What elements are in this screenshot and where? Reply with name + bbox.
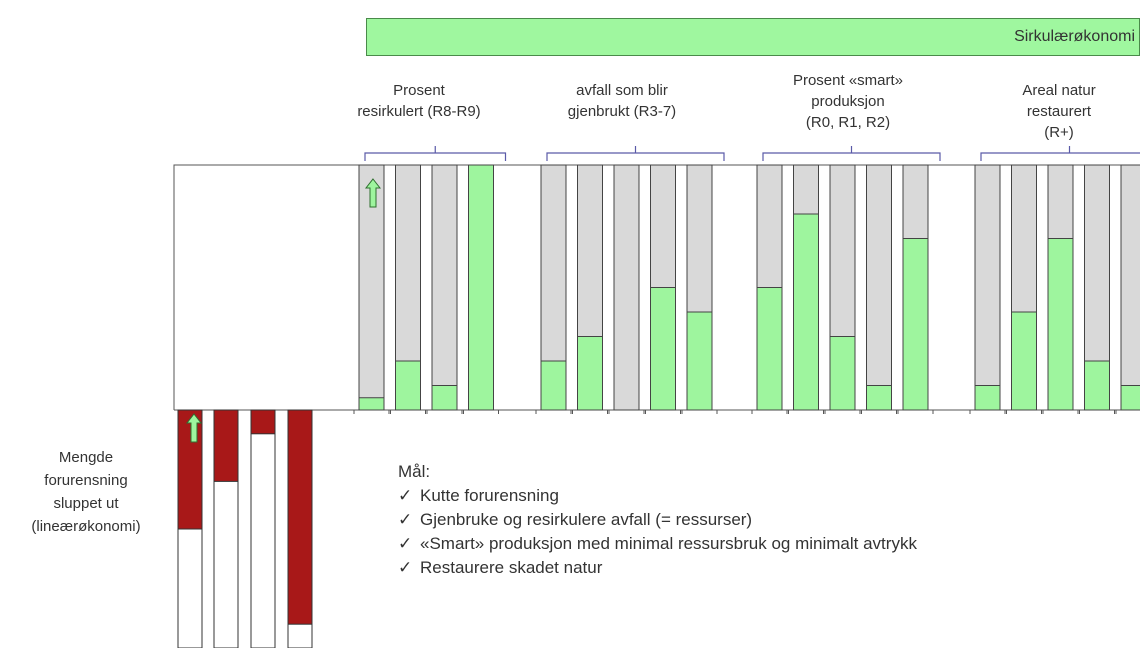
goal-item-reuse-recycle: ✓ Gjenbruke og resirkulere avfall (= ress… bbox=[398, 508, 917, 532]
bar-value bbox=[468, 164, 494, 411]
bar-value bbox=[974, 385, 1001, 411]
pollution-bar-value bbox=[177, 409, 203, 530]
bar-value bbox=[577, 336, 603, 411]
bar-track bbox=[866, 164, 892, 411]
bar-track bbox=[431, 164, 458, 411]
bar-value bbox=[686, 311, 713, 411]
group-bracket bbox=[546, 146, 725, 161]
bar-value bbox=[1011, 311, 1037, 411]
bar-track bbox=[1120, 164, 1140, 411]
bar-value bbox=[902, 238, 929, 411]
pollution-bar-value bbox=[287, 409, 313, 625]
bar-value bbox=[866, 385, 892, 411]
group-label-recycled: Prosent resirkulert (R8-R9) bbox=[357, 82, 481, 120]
bar-track bbox=[613, 164, 640, 411]
pollution-axis-label: Mengde forurensning sluppet ut (lineærøk… bbox=[31, 449, 141, 535]
bar-value bbox=[1120, 385, 1140, 411]
bar-value bbox=[540, 360, 567, 411]
group-label-nature-restored: Areal natur restaurert (R+) bbox=[1022, 82, 1096, 141]
up-arrow-icon bbox=[185, 413, 203, 443]
bar-value bbox=[1047, 238, 1074, 411]
circular-economy-banner: Sirkulærøkonomi bbox=[366, 18, 1140, 56]
bar-value bbox=[1084, 360, 1110, 411]
goal-item-cut-pollution: ✓ Kutte forurensning bbox=[398, 484, 917, 508]
bar-track bbox=[974, 164, 1001, 411]
group-bracket bbox=[762, 146, 941, 161]
pollution-bar-track bbox=[250, 409, 276, 648]
bar-value bbox=[431, 385, 458, 411]
checkmark-icon: ✓ bbox=[398, 534, 413, 553]
checkmark-icon: ✓ bbox=[398, 558, 413, 577]
group-label-smart-production: Prosent «smart» produksjon (R0, R1, R2) bbox=[792, 72, 904, 131]
pollution-bar-value bbox=[250, 409, 276, 435]
checkmark-icon: ✓ bbox=[398, 486, 413, 505]
bar-value bbox=[395, 360, 421, 411]
bar-value bbox=[793, 213, 819, 411]
goal-item-smart-production: ✓ «Smart» produksjon med minimal ressursb… bbox=[398, 532, 917, 556]
pollution-bar-value bbox=[213, 409, 239, 482]
goals-box: Mål: ✓ Kutte forurensning ✓ Gjenbruke og r… bbox=[398, 460, 917, 580]
checkmark-icon: ✓ bbox=[398, 510, 413, 529]
bar-value bbox=[650, 287, 676, 411]
group-label-reused: avfall som blir gjenbrukt (R3-7) bbox=[567, 82, 677, 120]
up-arrow-icon bbox=[364, 178, 382, 208]
bar-value bbox=[829, 336, 856, 411]
goals-title: Mål: bbox=[398, 462, 431, 481]
bar-value bbox=[756, 287, 783, 411]
group-bracket bbox=[980, 146, 1140, 161]
goal-item-restore-nature: ✓ Restaurere skadet natur bbox=[398, 556, 917, 580]
banner-label: Sirkulærøkonomi bbox=[1014, 28, 1135, 45]
group-bracket bbox=[364, 146, 507, 161]
bar-value bbox=[358, 397, 385, 411]
